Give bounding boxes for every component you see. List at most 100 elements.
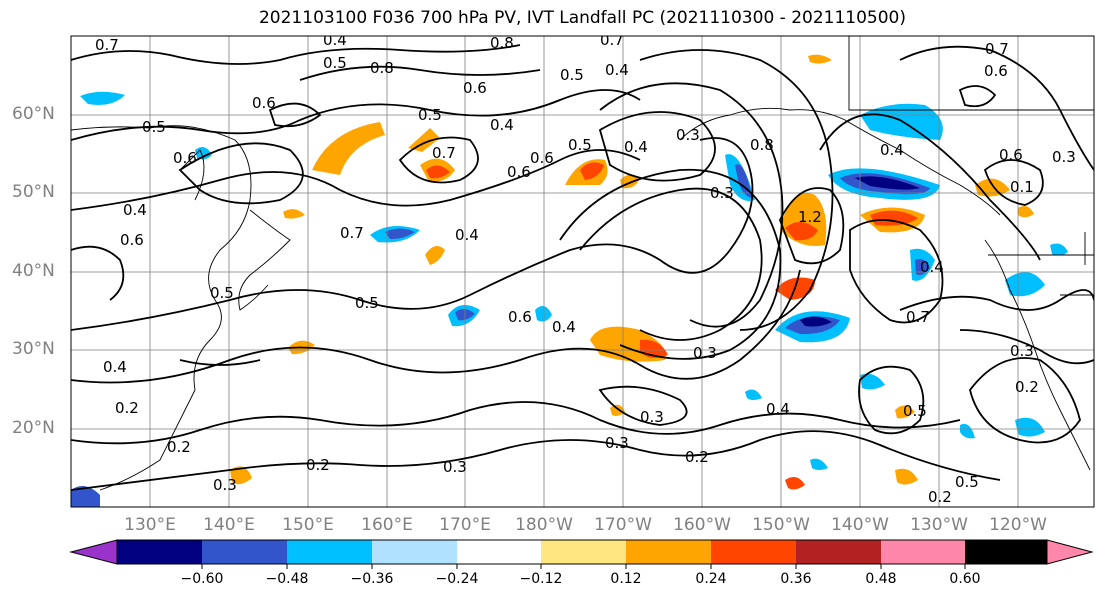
contour-label: 0.3 [443,458,467,476]
negative-anomaly-patch [195,146,212,160]
negative-anomaly-patch [855,176,920,190]
contour-label: 0.4 [920,258,944,276]
contour-label: 0.4 [880,141,904,159]
positive-anomaly-patch [426,165,450,179]
contour-label: 0.3 [676,126,700,144]
colorbar-bin [965,540,1047,564]
colorbar-outline [116,539,1048,565]
contour-label: 0.7 [985,40,1009,58]
negative-anomaly-patch [745,389,762,400]
lon-label: 140°E [203,515,255,535]
positive-anomaly-patch [1018,206,1034,218]
negative-anomaly-patch [1015,417,1045,437]
lat-label: 30°N [12,339,55,359]
pv-contours [71,44,1094,491]
positive-anomaly-patch [785,221,818,241]
colorbar-bin [711,540,796,564]
contour-label: 0.1 [1010,178,1034,196]
colorbar-ticks [201,564,966,569]
contour-label: 0.6 [173,149,197,167]
contour-label: 0.6 [984,62,1008,80]
contour-label: 0.3 [1052,148,1076,166]
contour-label: 0.5 [355,294,379,312]
negative-anomaly-patch [915,259,930,276]
colorbar-tick-label: 0.12 [610,571,642,587]
lat-label: 60°N [12,104,55,124]
contour-label: 0.2 [167,438,191,456]
positive-anomaly-patch [312,122,385,175]
colorbar-tick-label: −0.60 [180,571,224,587]
contour-label: 0.4 [766,400,790,418]
contour-label: 0.4 [490,116,514,134]
contour-label: 0.7 [340,224,364,242]
contour-label: 0.8 [370,59,394,77]
contour-label: 1.2 [798,208,822,226]
contour-label: 0.8 [490,34,514,52]
negative-anomaly-patch [960,423,975,439]
contour-label: 0.2 [928,488,952,506]
negative-anomaly-patch [80,91,125,105]
contour-label: 0.4 [323,31,347,49]
negative-anomaly-patch [385,228,415,240]
contour-label: 0.7 [906,308,930,326]
colorbar-bin [796,540,881,564]
lon-label: 170°W [594,515,652,535]
positive-anomaly-patch [870,210,918,226]
positive-anomaly-patch [808,54,832,64]
contour-label: 0.7 [95,36,119,54]
lon-label: 160°W [673,515,731,535]
colorbar-bin [287,540,372,564]
contour-label: 0.7 [432,144,456,162]
colorbar-bin [881,540,965,564]
positive-anomaly-patch [580,162,604,180]
colorbar-tick-label: 0.48 [865,571,897,587]
colorbar-bin [202,540,287,564]
lat-label: 20°N [12,418,55,438]
contour-label: 0.8 [750,136,774,154]
contour-label: 0.4 [123,201,147,219]
contour-label: 0.3 [605,434,629,452]
contour-label: 0.3 [640,408,664,426]
positive-anomaly-patch [610,404,625,416]
contour-label: 0.5 [955,473,979,491]
contour-label: 0.2 [306,456,330,474]
lon-label: 120°W [989,515,1047,535]
contour-label: 0.3 [213,476,237,494]
contour-label: 0.6 [508,308,532,326]
colorbar-bin [541,540,626,564]
contour-label: 0.5 [903,402,927,420]
colorbar-tick-label: −0.12 [519,571,563,587]
negative-anomaly-patch [1050,243,1068,256]
negative-anomaly-patch [800,316,832,327]
lon-label: 150°W [752,515,810,535]
contour-label: 0.6 [530,149,554,167]
lon-label: 150°E [282,515,334,535]
lon-label: 140°W [831,515,889,535]
graticule [71,36,1094,507]
contour-label: 0.6 [120,231,144,249]
contour-label: 0.5 [210,284,234,302]
contour-label: 0.6 [507,163,531,181]
colorbar-tick-label: 0.24 [695,571,727,587]
colorbar-bin [626,540,711,564]
colorbar-bin [457,540,541,564]
contour-label: 0.3 [710,184,734,202]
colorbar-bin [117,540,202,564]
lon-label: 170°E [439,515,491,535]
positive-anomaly-patch [425,246,445,265]
contour-label: 0.2 [1015,378,1039,396]
contour-label: 0.5 [418,106,442,124]
contour-label: 0.5 [560,66,584,84]
contour-labels: 0.7 0.4 0.8 0.5 0.8 0.5 0.4 0.7 0.6 0.6 … [95,31,1076,506]
lat-label: 40°N [12,261,55,281]
coastlines [71,36,1094,491]
positive-anomaly-patch [895,468,918,485]
lat-label: 50°N [12,182,55,202]
positive-anomaly-patch [230,466,252,485]
contour-label: 0.3 [1010,342,1034,360]
contour-label: 0.2 [115,399,139,417]
contour-label: 0.4 [455,226,479,244]
positive-anomaly-patch [283,209,305,219]
contour-label: 0.4 [624,138,648,156]
